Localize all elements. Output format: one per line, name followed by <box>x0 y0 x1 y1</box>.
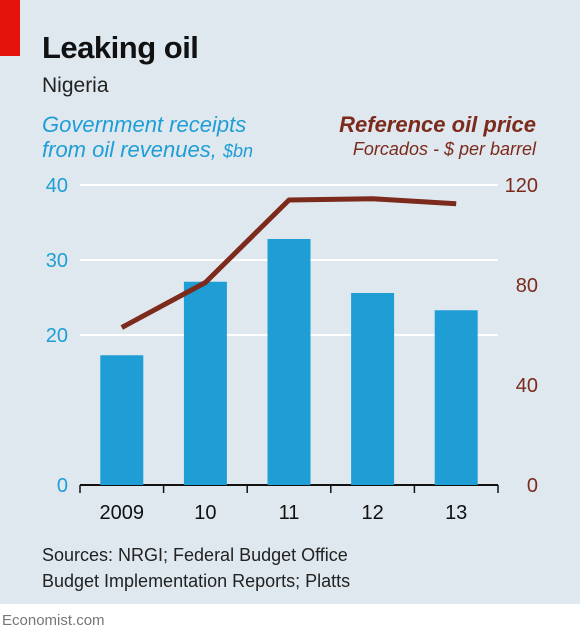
left-tick-label: 40 <box>46 175 68 197</box>
right-tick-label: 120 <box>505 175 538 197</box>
right-axis-legend: Reference oil price Forcados - $ per bar… <box>339 112 536 162</box>
sources-line1: Sources: NRGI; Federal Budget Office <box>42 545 348 565</box>
x-axis: 2009 10 11 12 13 <box>79 485 499 524</box>
bar-12 <box>351 293 395 485</box>
left-tick-label: 20 <box>46 325 68 347</box>
right-tick-label: 40 <box>516 375 538 397</box>
left-legend-line2-text: from oil revenues, <box>42 137 217 162</box>
left-tick-label: 0 <box>57 475 68 497</box>
chart-subtitle: Nigeria <box>42 74 109 97</box>
sources-line2: Budget Implementation Reports; Platts <box>42 571 351 591</box>
right-axis: 0 40 80 120 <box>505 175 538 497</box>
left-legend-unit: $bn <box>222 141 254 161</box>
red-brand-tab <box>0 0 20 56</box>
left-legend-line2: from oil revenues, $bn <box>42 137 253 164</box>
left-tick-label: 30 <box>46 250 68 272</box>
bar-13 <box>434 310 478 485</box>
right-legend-line2: Forcados - $ per barrel <box>352 139 536 159</box>
x-tick-label: 13 <box>445 502 467 524</box>
right-tick-label: 80 <box>516 275 538 297</box>
x-tick-label: 12 <box>361 502 383 524</box>
chart-title: Leaking oil <box>42 30 199 65</box>
x-tick-label: 2009 <box>100 502 145 524</box>
left-axis: 0 20 30 40 <box>46 175 68 497</box>
bar-2009 <box>100 355 144 485</box>
bar-11 <box>267 239 311 485</box>
line-series <box>120 196 457 330</box>
right-tick-label: 0 <box>527 475 538 497</box>
left-axis-legend: Government receipts from oil revenues, $… <box>42 112 253 164</box>
sources-note: Sources: NRGI; Federal Budget Office Bud… <box>42 542 350 594</box>
combo-chart: 0 20 30 40 0 40 80 120 2009 10 11 12 13 <box>46 175 538 524</box>
left-legend-line1: Government receipts <box>42 112 247 137</box>
bar-10 <box>183 281 227 485</box>
right-legend-line1: Reference oil price <box>339 112 536 137</box>
x-tick-label: 10 <box>194 502 216 524</box>
brand-footer: Economist.com <box>2 612 105 629</box>
bar-series <box>100 239 478 485</box>
x-tick-label: 11 <box>279 502 300 524</box>
